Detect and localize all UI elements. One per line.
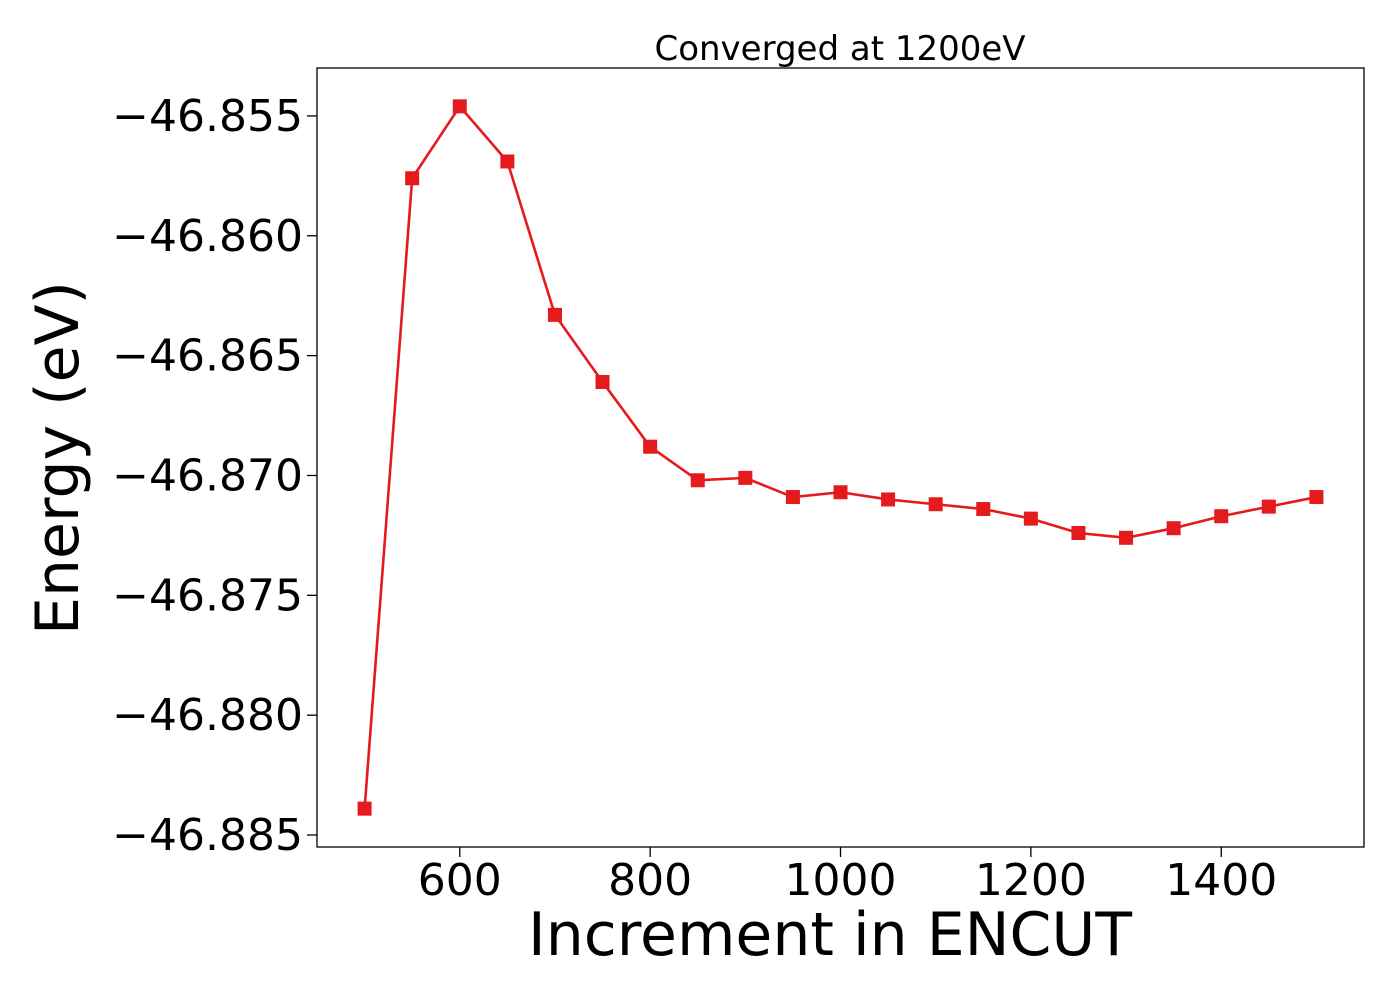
- y-tick-label: −46.880: [112, 690, 303, 741]
- data-point-marker: [1071, 526, 1086, 541]
- y-tick-label: −46.870: [112, 450, 303, 501]
- data-point-marker: [595, 374, 610, 389]
- y-tick-label: −46.860: [112, 211, 303, 262]
- y-tick-label: −46.885: [112, 810, 303, 861]
- x-tick-label: 1400: [1165, 855, 1277, 906]
- y-axis: −46.855 −46.860 −46.865 −46.870 −46.875 −46.8…: [112, 91, 317, 861]
- data-point-marker: [833, 485, 848, 500]
- data-point-marker: [1023, 511, 1038, 526]
- data-point-marker: [1309, 490, 1324, 505]
- x-tick-label: 1200: [975, 855, 1087, 906]
- data-point-marker: [881, 492, 896, 507]
- data-point-marker: [1166, 521, 1181, 536]
- x-axis: 600 800 1000 1200 1400: [418, 847, 1277, 906]
- x-tick-label: 800: [608, 855, 692, 906]
- x-tick-label: 1000: [785, 855, 897, 906]
- data-point-marker: [357, 801, 372, 816]
- data-point-marker: [1119, 530, 1134, 545]
- data-point-marker: [643, 439, 658, 454]
- data-point-marker: [976, 502, 991, 517]
- x-tick-label: 600: [418, 855, 502, 906]
- data-point-marker: [690, 473, 705, 488]
- data-point-marker: [1261, 499, 1276, 514]
- data-point-marker: [547, 307, 562, 322]
- plot-area-frame: [316, 67, 1365, 848]
- y-axis-label: Energy (eV): [23, 281, 93, 635]
- data-point-marker: [405, 171, 420, 186]
- x-axis-label: Increment in ENCUT: [528, 900, 1132, 970]
- y-tick-label: −46.865: [112, 331, 303, 382]
- data-point-marker: [785, 490, 800, 505]
- data-point-marker: [928, 497, 943, 512]
- y-tick-label: −46.875: [112, 570, 303, 621]
- data-series: [357, 99, 1324, 816]
- y-tick-label: −46.855: [112, 91, 303, 142]
- data-point-marker: [738, 470, 753, 485]
- data-point-marker: [500, 154, 515, 169]
- data-point-marker: [1214, 509, 1229, 524]
- chart-title: Converged at 1200eV: [654, 29, 1025, 69]
- data-point-marker: [452, 99, 467, 114]
